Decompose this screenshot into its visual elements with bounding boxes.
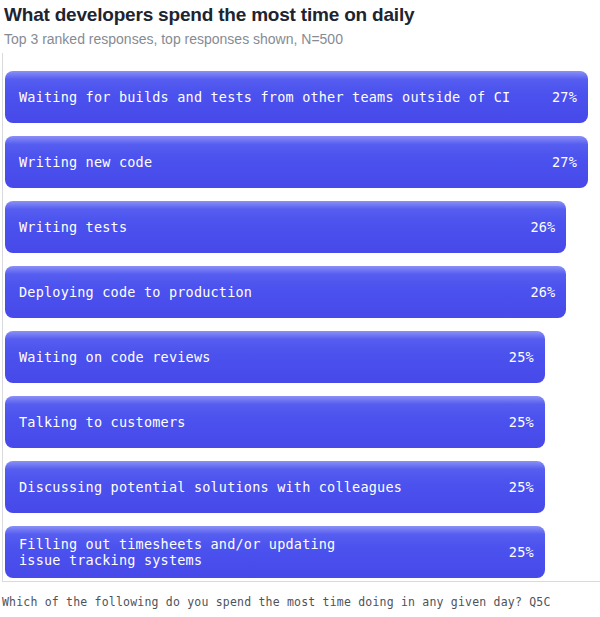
bar-row: Deploying code to production 26% — [5, 266, 588, 318]
bar-row: Discussing potential solutions with coll… — [5, 461, 588, 513]
bar-value: 26% — [518, 219, 555, 235]
bar-row: Writing tests 26% — [5, 201, 588, 253]
y-axis-line — [2, 53, 3, 581]
bar-value: 25% — [497, 544, 534, 560]
bar-label: Waiting for builds and tests from other … — [19, 89, 510, 105]
bar-value: 25% — [497, 414, 534, 430]
bar-label: Writing new code — [19, 154, 152, 170]
bar-label: Deploying code to production — [19, 284, 252, 300]
bar: Writing tests 26% — [5, 201, 566, 253]
bar-value: 27% — [540, 89, 577, 105]
bar: Filling out timesheets and/or updating i… — [5, 526, 545, 578]
bar-row: Waiting for builds and tests from other … — [5, 71, 588, 123]
bar-label: Writing tests — [19, 219, 127, 235]
bar-value: 25% — [497, 479, 534, 495]
bar-row: Filling out timesheets and/or updating i… — [5, 526, 588, 578]
bar-label: Filling out timesheets and/or updating i… — [19, 536, 335, 568]
bar: Discussing potential solutions with coll… — [5, 461, 545, 513]
chart-title: What developers spend the most time on d… — [4, 4, 600, 26]
bars-container: Waiting for builds and tests from other … — [5, 71, 588, 578]
chart-page: What developers spend the most time on d… — [2, 4, 600, 609]
bar-label: Talking to customers — [19, 414, 186, 430]
x-axis-line — [2, 581, 600, 582]
bar-value: 26% — [518, 284, 555, 300]
bar: Writing new code 27% — [5, 136, 588, 188]
chart-subtitle: Top 3 ranked responses, top responses sh… — [4, 31, 600, 48]
bar-value: 27% — [540, 154, 577, 170]
bar-value: 25% — [497, 349, 534, 365]
bar: Deploying code to production 26% — [5, 266, 566, 318]
chart-footnote: Which of the following do you spend the … — [2, 595, 600, 609]
bar-label: Discussing potential solutions with coll… — [19, 479, 402, 495]
bar: Waiting on code reviews 25% — [5, 331, 545, 383]
bar-chart: Waiting for builds and tests from other … — [2, 53, 600, 582]
bar-label: Waiting on code reviews — [19, 349, 211, 365]
bar-row: Writing new code 27% — [5, 136, 588, 188]
bar: Waiting for builds and tests from other … — [5, 71, 588, 123]
bar-row: Waiting on code reviews 25% — [5, 331, 588, 383]
bar: Talking to customers 25% — [5, 396, 545, 448]
bar-row: Talking to customers 25% — [5, 396, 588, 448]
